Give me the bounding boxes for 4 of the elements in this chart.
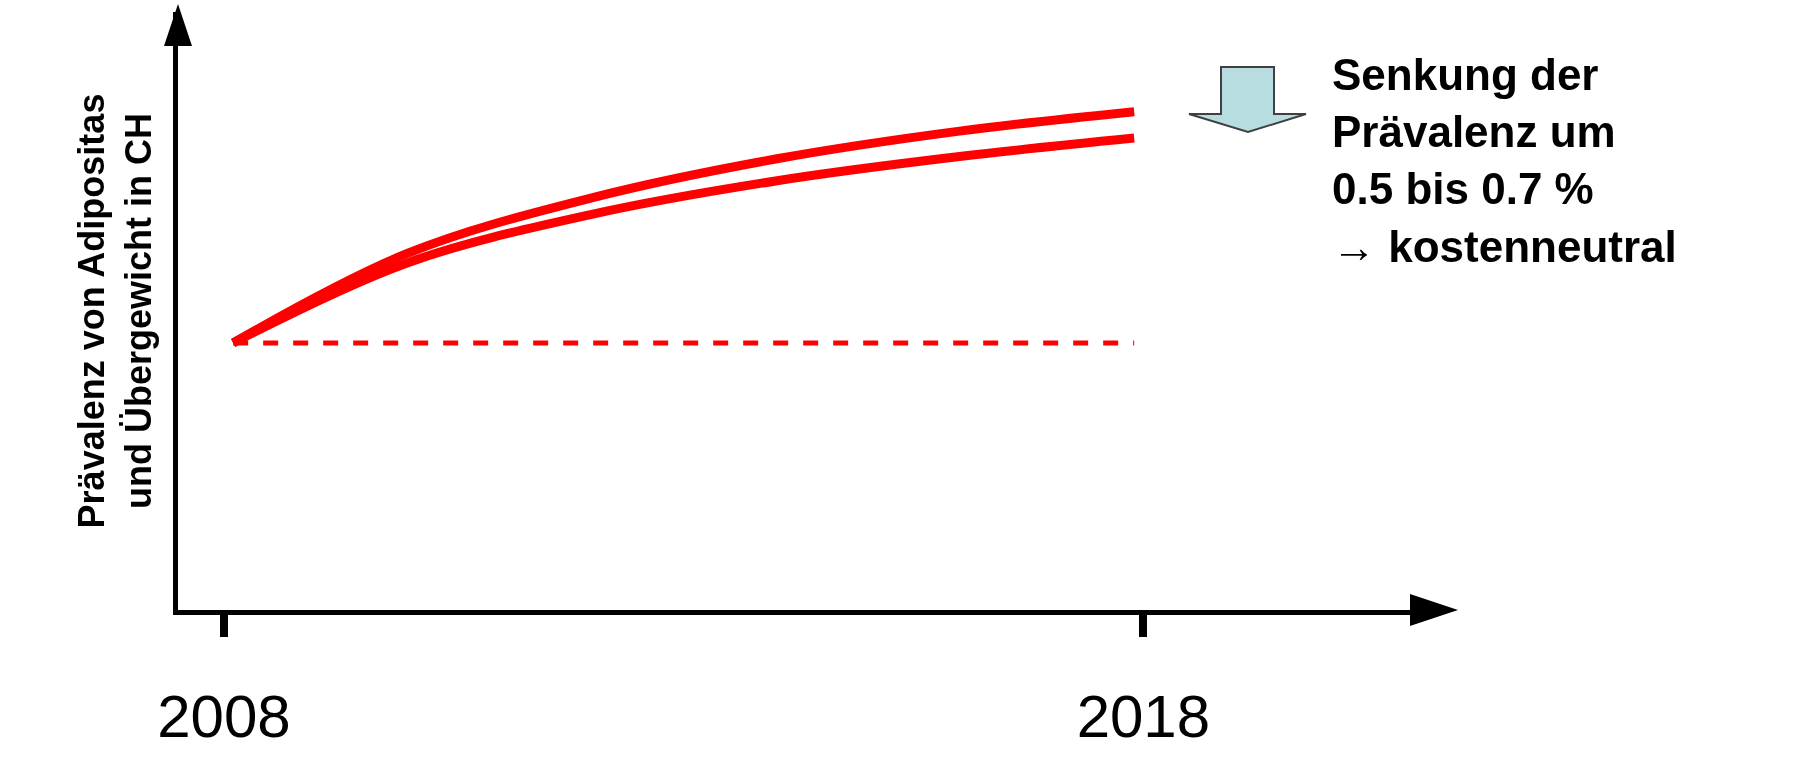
y-axis-title: Prävalenz von Adipositas und Übergewicht in CH: [71, 93, 159, 529]
x-tick-label: 2008: [157, 683, 291, 750]
annotation: Senkung der Prävalenz um 0.5 bis 0.7 % → kostenneutral: [1332, 50, 1677, 271]
x-tick-label: 2018: [1076, 683, 1211, 750]
